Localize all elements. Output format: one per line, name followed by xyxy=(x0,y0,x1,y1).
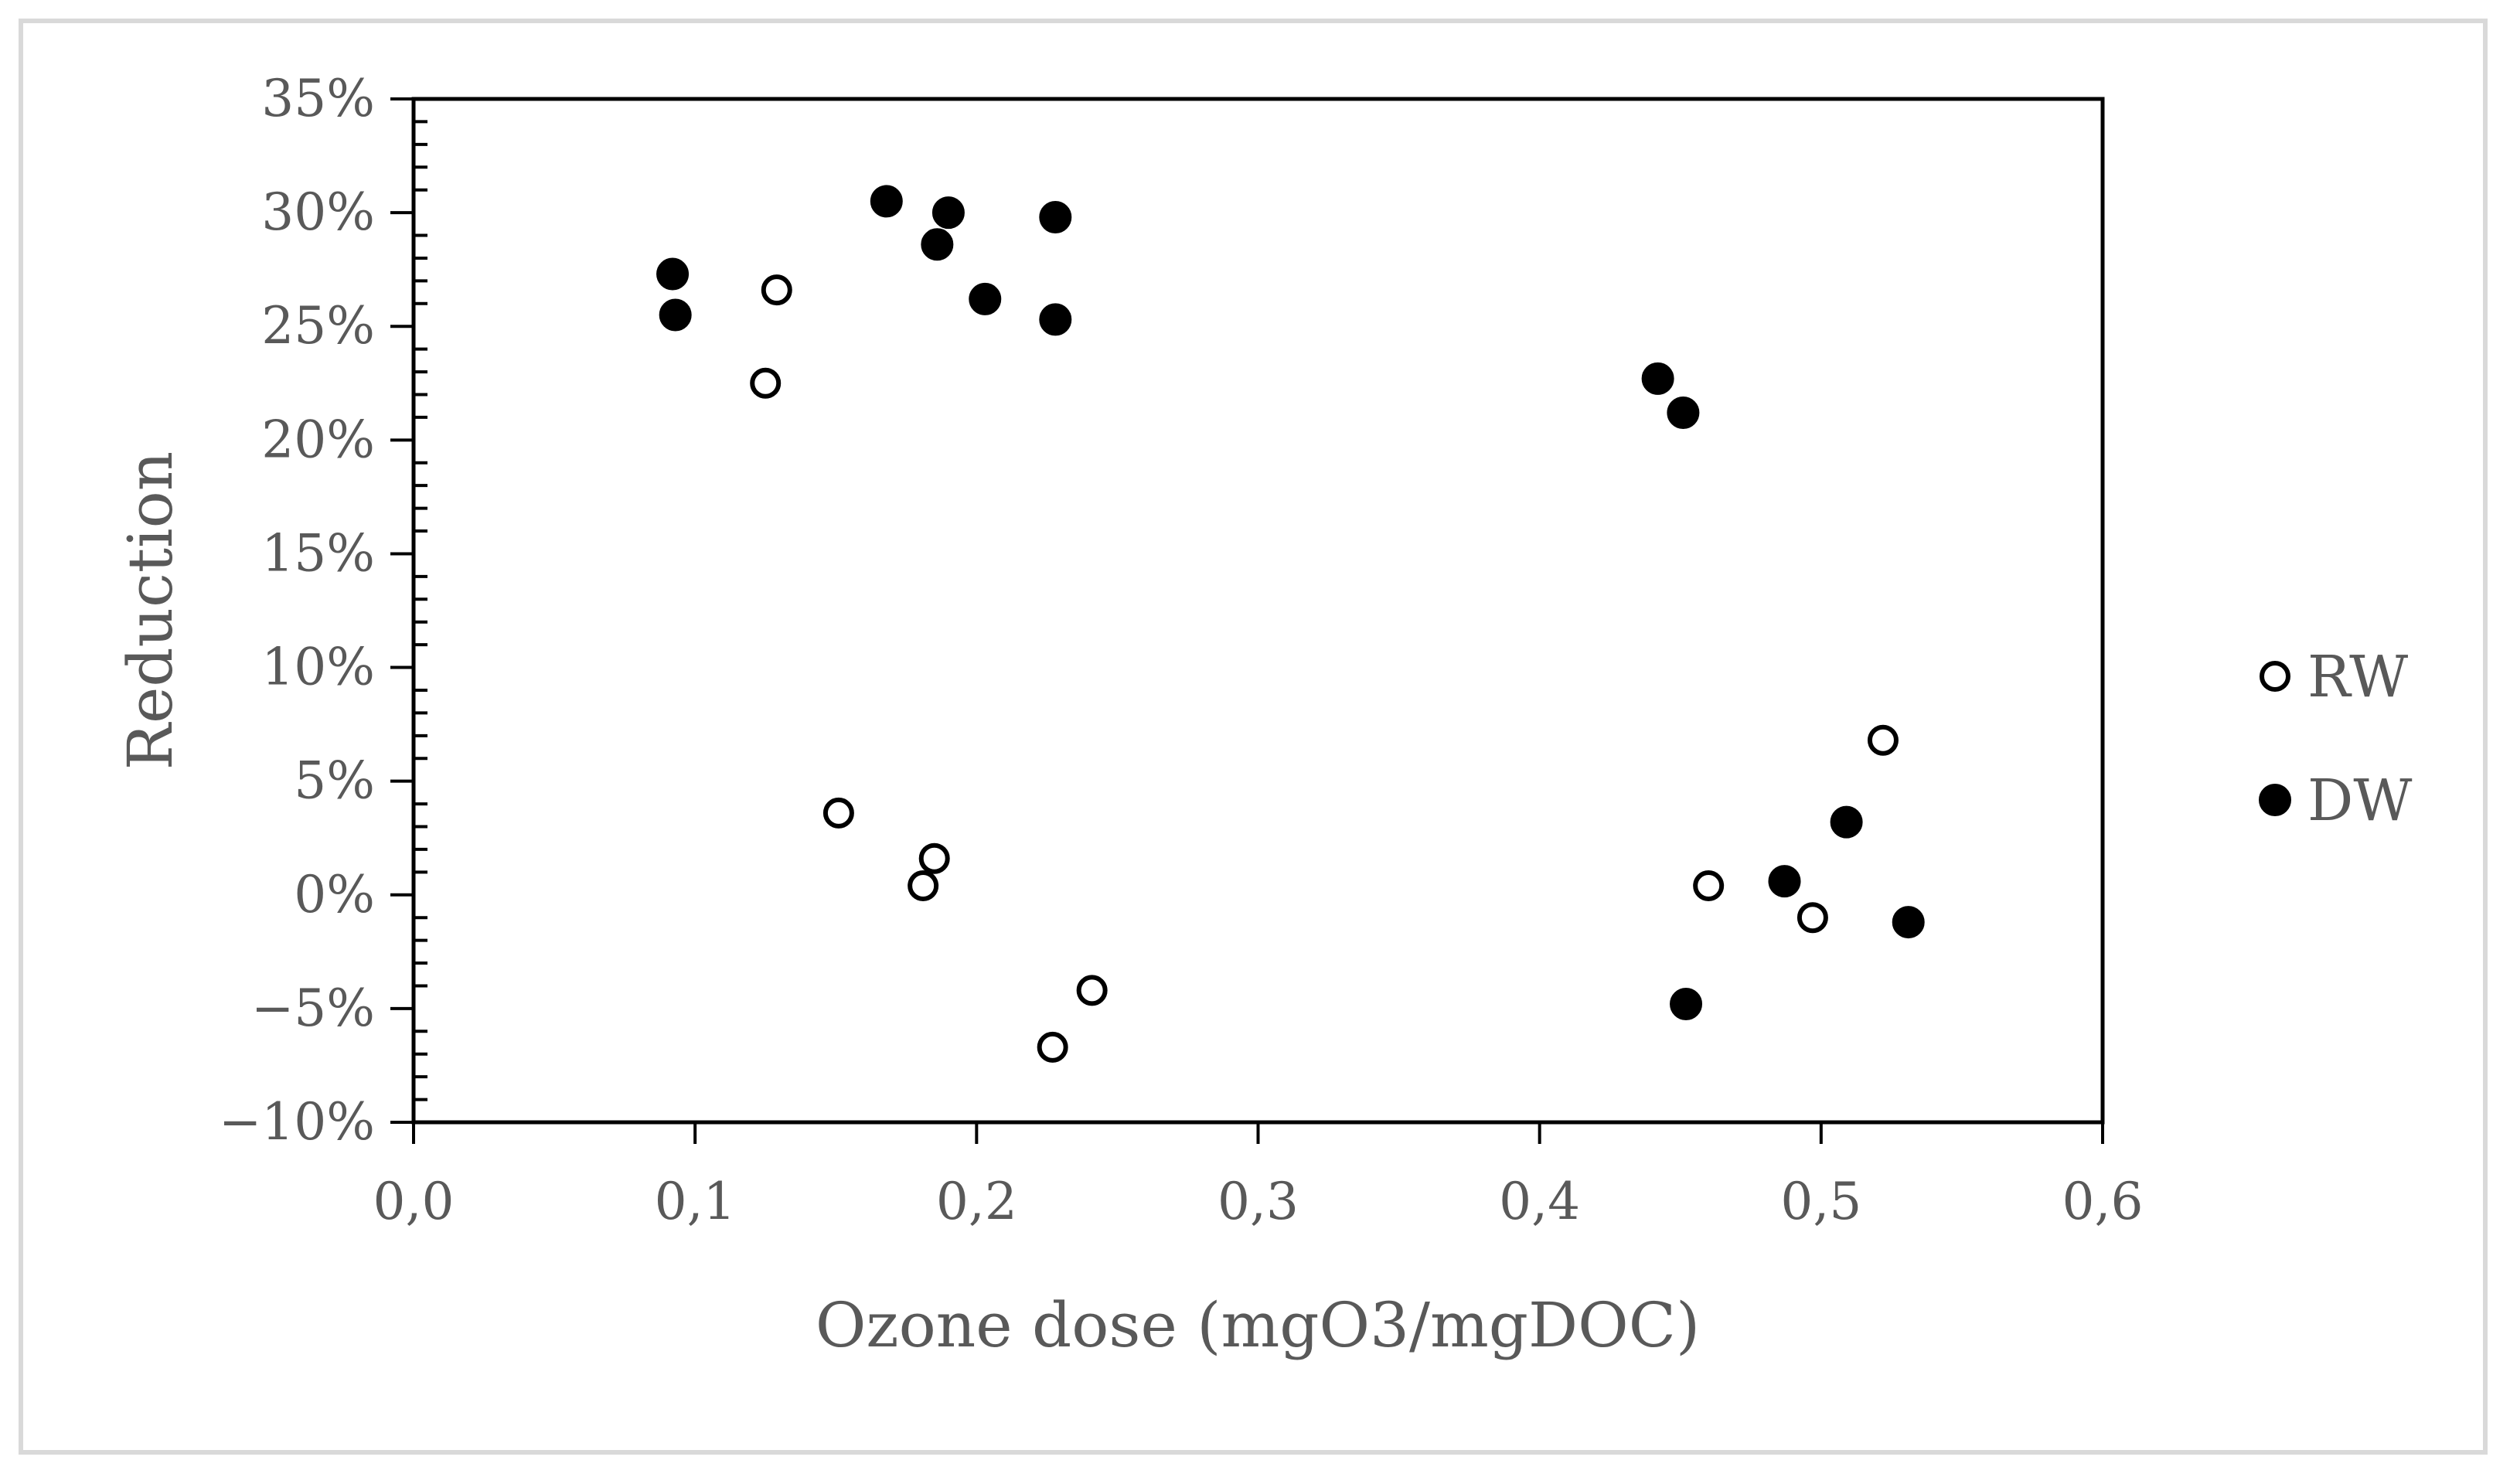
x-tick-label: 0,6 xyxy=(2062,1172,2144,1231)
data-points xyxy=(656,185,1925,1063)
data-point-dw xyxy=(1667,397,1700,430)
y-tick-label: 10% xyxy=(261,638,375,697)
x-tick-label: 0,0 xyxy=(373,1172,455,1231)
data-point-rw xyxy=(761,274,792,306)
data-point-dw xyxy=(1768,865,1801,898)
data-point-rw xyxy=(918,842,950,874)
x-tick-label: 0,5 xyxy=(1780,1172,1861,1231)
data-point-dw xyxy=(1641,362,1674,395)
data-point-dw xyxy=(931,196,965,230)
x-tick-label: 0,2 xyxy=(936,1172,1017,1231)
y-tick-labels: −10% −5% 0% 5% 10% 15% 20% 25% 30% 35% xyxy=(219,69,375,1152)
x-tick-labels: 0,0 0,1 0,2 0,3 0,4 0,5 0,6 xyxy=(373,1172,2144,1231)
legend-label-dw: DW xyxy=(2307,768,2412,834)
data-point-dw xyxy=(1039,200,1072,233)
data-point-dw xyxy=(1830,805,1863,839)
legend: RW DW xyxy=(2259,644,2412,834)
data-point-rw xyxy=(1693,870,1725,902)
data-point-dw xyxy=(1670,988,1703,1021)
y-tick-label: 0% xyxy=(294,865,375,924)
data-point-rw xyxy=(822,797,854,829)
data-point-rw xyxy=(1797,902,1828,934)
data-point-dw xyxy=(870,185,903,218)
x-tick-label: 0,4 xyxy=(1499,1172,1580,1231)
x-tick-label: 0,3 xyxy=(1218,1172,1299,1231)
x-tick-label: 0,1 xyxy=(655,1172,736,1231)
y-tick-label: −5% xyxy=(251,979,375,1038)
data-point-rw xyxy=(750,367,782,399)
y-axis-title: Reduction xyxy=(114,451,186,771)
legend-label-rw: RW xyxy=(2307,644,2408,710)
legend-marker-rw xyxy=(2260,661,2290,692)
x-axis-title: Ozone dose (mgO3/mgDOC) xyxy=(816,1289,1700,1361)
y-tick-label: 15% xyxy=(261,523,375,583)
data-point-rw xyxy=(1037,1031,1068,1063)
data-point-rw xyxy=(908,870,939,902)
y-tick-label: 30% xyxy=(261,182,375,242)
legend-marker-dw xyxy=(2259,784,2291,816)
data-point-dw xyxy=(1039,303,1072,336)
plot-area-border xyxy=(411,97,2105,1125)
axis-ticks xyxy=(390,97,2104,1144)
figure-frame xyxy=(19,19,2488,1455)
data-point-rw xyxy=(1076,975,1108,1006)
y-tick-label: 5% xyxy=(294,751,375,811)
y-tick-label: 25% xyxy=(261,296,375,356)
data-point-dw xyxy=(659,298,692,332)
data-point-dw xyxy=(921,228,954,261)
y-tick-label: 20% xyxy=(261,410,375,469)
y-tick-label: −10% xyxy=(219,1092,375,1152)
data-point-dw xyxy=(1892,906,1925,939)
data-point-dw xyxy=(656,257,690,291)
y-tick-label: 35% xyxy=(261,69,375,128)
data-point-rw xyxy=(1867,724,1899,756)
data-point-dw xyxy=(969,282,1002,315)
